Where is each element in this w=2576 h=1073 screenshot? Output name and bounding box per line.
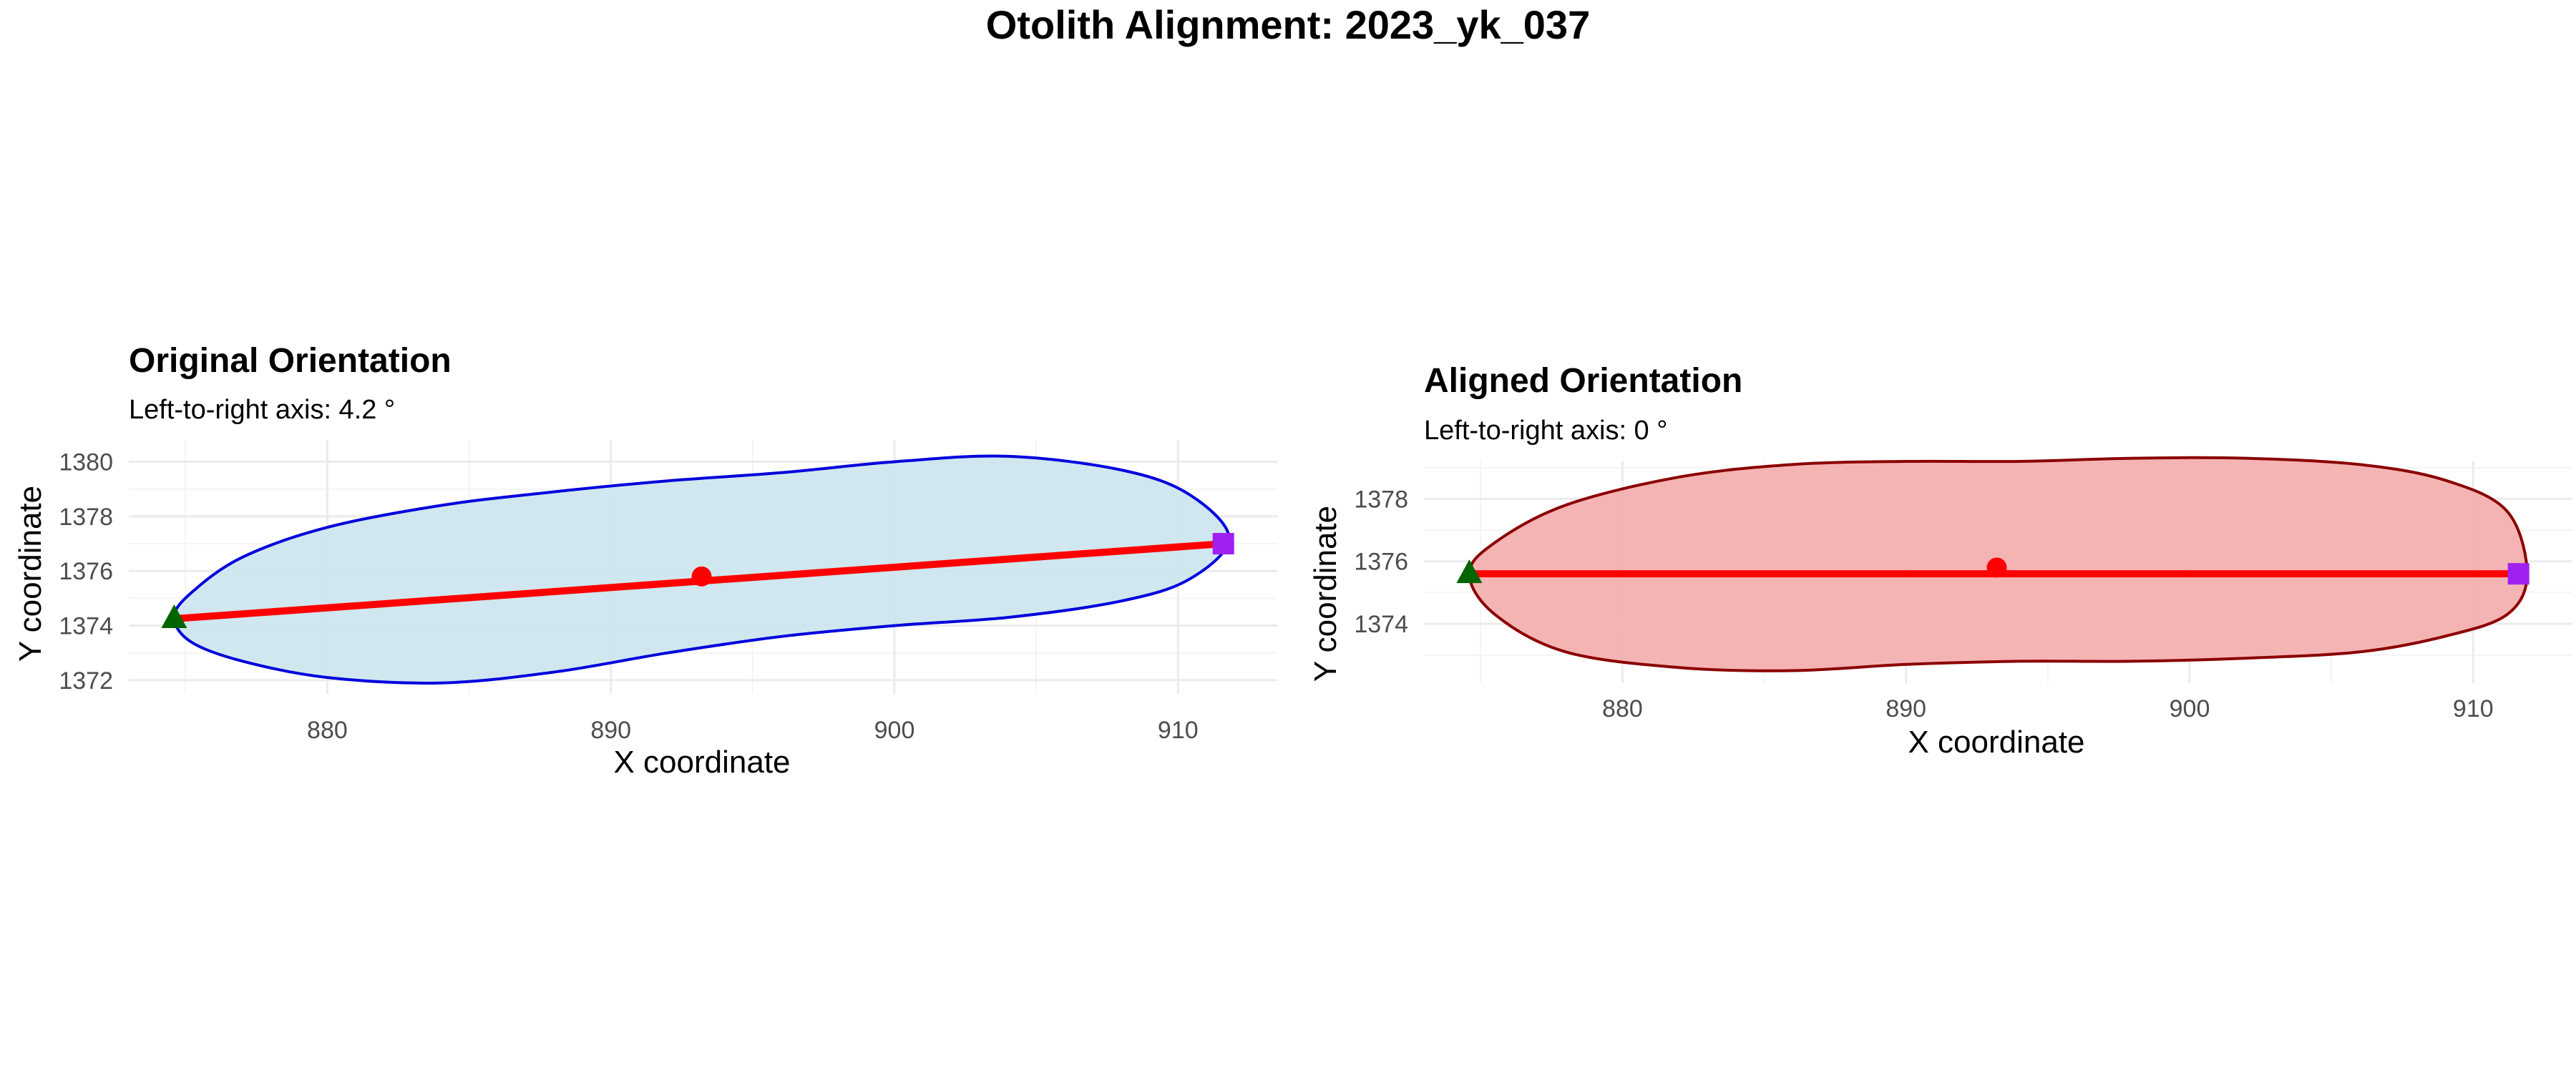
panel-original-y-tick-label: 1380 bbox=[59, 449, 113, 476]
panel-original-centroid-point bbox=[691, 566, 712, 587]
panel-original-x-tick-label: 910 bbox=[1158, 717, 1199, 744]
panel-original-y-axis-title: Y coordinate bbox=[13, 486, 48, 662]
panel-original-x-axis-title: X coordinate bbox=[613, 745, 790, 780]
panel-original-x-tick-label: 900 bbox=[874, 717, 915, 744]
panel-aligned-y-tick-label: 1374 bbox=[1354, 611, 1408, 638]
panel-aligned-x-tick-label: 890 bbox=[1885, 695, 1926, 722]
panel-original-y-tick-label: 1376 bbox=[59, 558, 113, 585]
panel-original-subtitle: Left-to-right axis: 4.2 ° bbox=[129, 395, 395, 425]
panel-aligned-x-axis-title: X coordinate bbox=[1908, 725, 2084, 760]
figure-title: Otolith Alignment: 2023_yk_037 bbox=[986, 2, 1590, 47]
panel-original-start-point bbox=[161, 604, 187, 629]
panel-aligned-centroid-point bbox=[1986, 557, 2007, 578]
panel-original-end-point bbox=[1212, 533, 1234, 555]
panel-aligned-start-point bbox=[1456, 559, 1483, 584]
panel-original-y-ticks: 1372 1374 1376 1378 1380 bbox=[59, 449, 113, 695]
panel-aligned-y-axis-title: Y coordinate bbox=[1308, 506, 1343, 682]
panel-original-x-ticks: 880 890 900 910 bbox=[307, 717, 1199, 744]
panel-aligned-title: Aligned Orientation bbox=[1424, 362, 1742, 400]
panel-aligned-x-tick-label: 880 bbox=[1602, 695, 1643, 722]
panel-aligned-x-tick-label: 900 bbox=[2170, 695, 2210, 722]
panel-aligned-end-point bbox=[2507, 563, 2529, 585]
panel-original-y-tick-label: 1378 bbox=[59, 504, 113, 531]
panel-aligned-x-ticks: 880 890 900 910 bbox=[1602, 695, 2494, 722]
panel-original-y-tick-label: 1374 bbox=[59, 613, 113, 640]
panel-aligned-plot-area bbox=[1456, 456, 2529, 672]
panel-aligned-subtitle: Left-to-right axis: 0 ° bbox=[1424, 416, 1667, 446]
panel-original-x-tick-label: 880 bbox=[307, 717, 348, 744]
panel-aligned-y-tick-label: 1376 bbox=[1354, 549, 1408, 576]
panel-original-title: Original Orientation bbox=[129, 342, 452, 380]
panel-original-x-tick-label: 890 bbox=[590, 717, 631, 744]
panel-original: Original Orientation Left-to-right axis:… bbox=[13, 342, 1277, 780]
panel-original-y-tick-label: 1372 bbox=[59, 667, 113, 695]
panel-aligned-x-tick-label: 910 bbox=[2453, 695, 2494, 722]
panel-aligned-y-ticks: 1374 1376 1378 bbox=[1354, 486, 1408, 638]
panel-aligned: Aligned Orientation Left-to-right axis: … bbox=[1308, 362, 2572, 760]
panel-aligned-y-tick-label: 1378 bbox=[1354, 486, 1408, 513]
panel-original-plot-area bbox=[161, 454, 1234, 685]
